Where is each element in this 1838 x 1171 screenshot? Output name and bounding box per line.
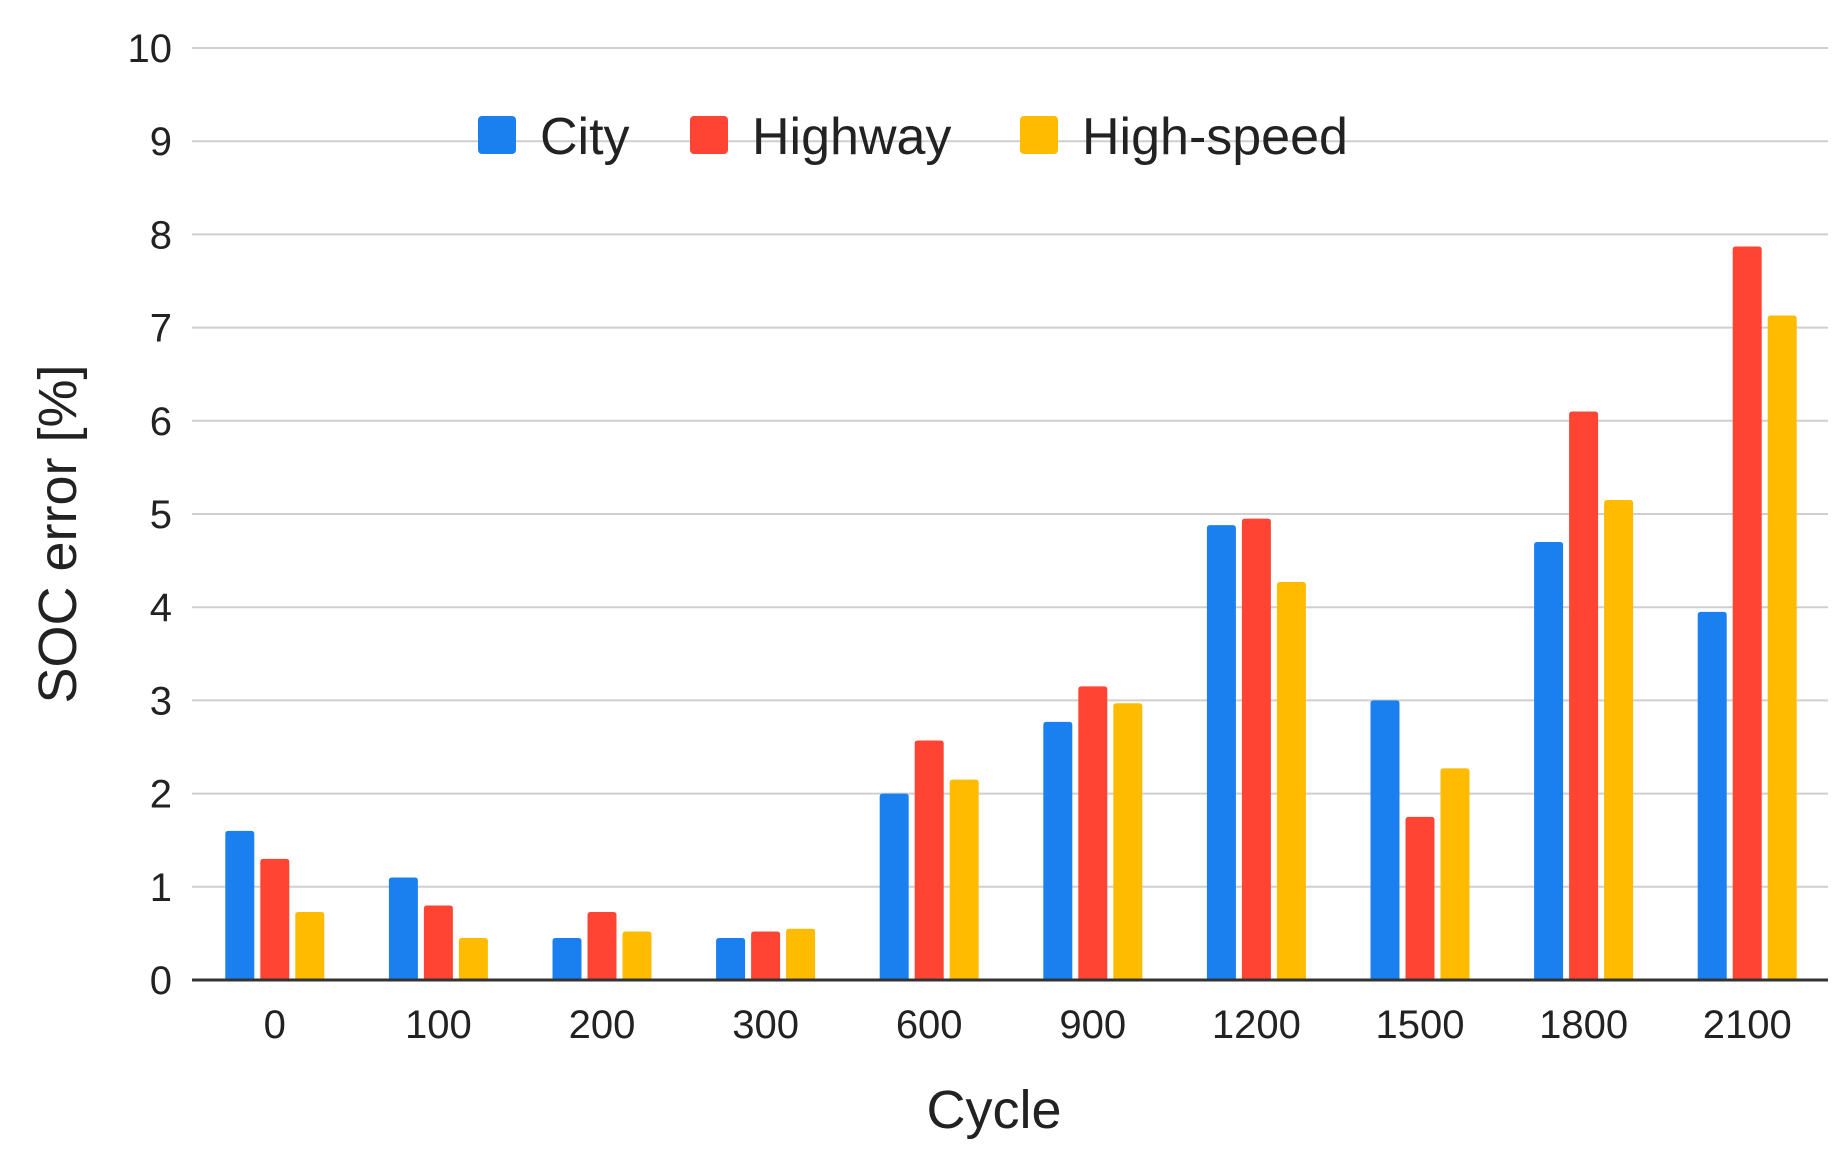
- bar-high-speed-1800: [1604, 500, 1634, 980]
- bar-city-100: [388, 877, 418, 980]
- legend-swatch-highway: [690, 116, 728, 154]
- y-tick-label: 2: [150, 773, 172, 817]
- x-tick-label: 600: [896, 1003, 963, 1047]
- bar-city-200: [552, 938, 582, 980]
- y-tick-label: 6: [150, 400, 172, 444]
- y-tick-label: 5: [150, 493, 172, 537]
- y-tick-label: 0: [150, 959, 172, 1003]
- bar-city-600: [879, 793, 909, 980]
- bar-highway-100: [423, 905, 453, 980]
- x-tick-label: 1800: [1539, 1003, 1628, 1047]
- legend-label-city: City: [540, 108, 630, 166]
- bar-highway-600: [914, 740, 944, 980]
- y-tick-label: 8: [150, 213, 172, 257]
- x-tick-label: 100: [405, 1003, 472, 1047]
- bar-highway-300: [751, 931, 781, 980]
- y-tick-labels: 0 1 2 3 4 5 6 7 8 9 10: [128, 27, 173, 1003]
- y-tick-label: 7: [150, 307, 172, 351]
- x-axis-title: Cycle: [926, 1080, 1061, 1140]
- y-tick-label: 1: [150, 866, 172, 910]
- bars-layer: [225, 246, 1797, 981]
- x-tick-label: 1500: [1376, 1003, 1465, 1047]
- bar-highway-1800: [1569, 411, 1599, 981]
- bar-highway-1500: [1405, 816, 1435, 980]
- bar-highway-2100: [1732, 246, 1762, 981]
- x-tick-label: 900: [1059, 1003, 1126, 1047]
- bar-city-300: [716, 938, 746, 980]
- legend-swatch-high-speed: [1020, 116, 1058, 154]
- bar-city-1800: [1534, 541, 1564, 980]
- x-tick-label: 2100: [1703, 1003, 1792, 1047]
- legend: City Highway High-speed: [478, 108, 1348, 166]
- bar-high-speed-900: [1113, 703, 1143, 980]
- legend-label-high-speed: High-speed: [1082, 108, 1348, 166]
- legend-label-highway: Highway: [752, 108, 951, 166]
- bar-city-1500: [1370, 700, 1400, 980]
- bar-city-2100: [1697, 611, 1727, 980]
- bar-highway-900: [1078, 686, 1108, 980]
- bar-high-speed-0: [295, 911, 325, 980]
- x-tick-label: 200: [569, 1003, 636, 1047]
- legend-swatch-city: [478, 116, 516, 154]
- bar-high-speed-2100: [1767, 315, 1797, 980]
- x-tick-labels: 0 100 200 300 600 900 1200 1500 1800 2100: [264, 1003, 1792, 1047]
- bar-high-speed-300: [786, 928, 816, 980]
- bar-highway-200: [587, 911, 617, 980]
- y-tick-label: 3: [150, 679, 172, 723]
- x-tick-label: 300: [732, 1003, 799, 1047]
- bar-highway-0: [260, 858, 290, 980]
- bar-high-speed-1200: [1276, 582, 1306, 980]
- bar-highway-1200: [1241, 518, 1271, 980]
- bar-city-0: [225, 830, 255, 980]
- x-tick-label: 0: [264, 1003, 286, 1047]
- y-axis-title: SOC error [%]: [28, 364, 88, 703]
- y-tick-label: 4: [150, 586, 172, 630]
- bar-high-speed-100: [458, 938, 488, 980]
- bar-city-900: [1043, 721, 1073, 980]
- y-tick-label: 10: [128, 27, 173, 71]
- bar-high-speed-200: [622, 931, 652, 980]
- x-tick-label: 1200: [1212, 1003, 1301, 1047]
- bar-high-speed-600: [949, 779, 979, 980]
- bar-high-speed-1500: [1440, 768, 1470, 980]
- y-tick-label: 9: [150, 120, 172, 164]
- bar-city-1200: [1206, 525, 1236, 980]
- grid-layer: [192, 47, 1828, 888]
